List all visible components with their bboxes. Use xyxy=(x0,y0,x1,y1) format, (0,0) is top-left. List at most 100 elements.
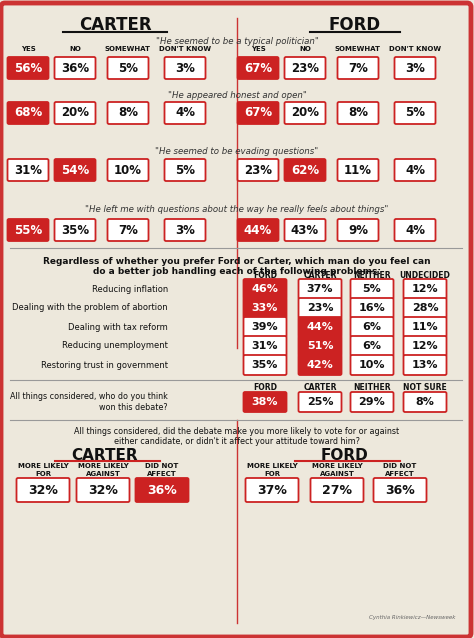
Text: 25%: 25% xyxy=(307,397,333,407)
Text: 44%: 44% xyxy=(244,223,272,237)
Text: 55%: 55% xyxy=(14,223,42,237)
Text: CARTER: CARTER xyxy=(72,447,138,463)
Text: 36%: 36% xyxy=(385,484,415,496)
Text: 3%: 3% xyxy=(175,223,195,237)
FancyBboxPatch shape xyxy=(55,159,95,181)
Text: CARTER: CARTER xyxy=(303,383,337,392)
FancyBboxPatch shape xyxy=(164,159,206,181)
Text: Cynthia Rinkiewicz—Newsweek: Cynthia Rinkiewicz—Newsweek xyxy=(369,616,455,621)
Text: 7%: 7% xyxy=(348,61,368,75)
Text: 36%: 36% xyxy=(147,484,177,496)
Text: 67%: 67% xyxy=(244,61,272,75)
FancyBboxPatch shape xyxy=(394,102,436,124)
FancyBboxPatch shape xyxy=(337,159,379,181)
FancyBboxPatch shape xyxy=(244,279,286,299)
Text: NEITHER: NEITHER xyxy=(353,383,391,392)
FancyBboxPatch shape xyxy=(8,159,48,181)
FancyBboxPatch shape xyxy=(299,317,341,337)
FancyBboxPatch shape xyxy=(299,355,341,375)
Text: 36%: 36% xyxy=(61,61,89,75)
Text: "He appeared honest and open": "He appeared honest and open" xyxy=(168,91,306,100)
FancyBboxPatch shape xyxy=(299,298,341,318)
FancyBboxPatch shape xyxy=(108,219,148,241)
FancyBboxPatch shape xyxy=(8,57,48,79)
Text: All things considered, did the debate make you more likely to vote for or agains: All things considered, did the debate ma… xyxy=(74,427,400,447)
Text: DON'T KNOW: DON'T KNOW xyxy=(389,46,441,52)
FancyBboxPatch shape xyxy=(237,102,279,124)
Text: 37%: 37% xyxy=(307,284,333,294)
FancyBboxPatch shape xyxy=(299,279,341,299)
FancyBboxPatch shape xyxy=(374,478,427,502)
Text: 39%: 39% xyxy=(252,322,278,332)
Text: 68%: 68% xyxy=(14,107,42,119)
Text: 23%: 23% xyxy=(291,61,319,75)
Text: MORE LIKELY
FOR: MORE LIKELY FOR xyxy=(18,463,68,477)
Text: 31%: 31% xyxy=(14,163,42,177)
FancyBboxPatch shape xyxy=(350,279,393,299)
Text: 10%: 10% xyxy=(359,360,385,370)
Text: MORE LIKELY
FOR: MORE LIKELY FOR xyxy=(246,463,297,477)
Text: 54%: 54% xyxy=(61,163,89,177)
Text: DID NOT
AFFECT: DID NOT AFFECT xyxy=(383,463,417,477)
Text: NEITHER: NEITHER xyxy=(353,272,391,281)
FancyBboxPatch shape xyxy=(284,219,326,241)
Text: SOMEWHAT: SOMEWHAT xyxy=(105,46,151,52)
Text: FORD: FORD xyxy=(329,16,381,34)
Text: Regardless of whether you prefer Ford or Carter, which man do you feel can
do a : Regardless of whether you prefer Ford or… xyxy=(43,257,431,276)
Text: "He seemed to be a typical politician": "He seemed to be a typical politician" xyxy=(155,38,319,47)
Text: 23%: 23% xyxy=(307,303,333,313)
Text: 28%: 28% xyxy=(412,303,438,313)
Text: MORE LIKELY
AGAINST: MORE LIKELY AGAINST xyxy=(78,463,128,477)
FancyBboxPatch shape xyxy=(244,392,286,412)
Text: YES: YES xyxy=(21,46,36,52)
FancyBboxPatch shape xyxy=(55,57,95,79)
FancyBboxPatch shape xyxy=(350,336,393,356)
Text: 4%: 4% xyxy=(175,107,195,119)
Text: 10%: 10% xyxy=(114,163,142,177)
FancyBboxPatch shape xyxy=(299,392,341,412)
Text: 32%: 32% xyxy=(88,484,118,496)
FancyBboxPatch shape xyxy=(108,159,148,181)
FancyBboxPatch shape xyxy=(8,102,48,124)
Text: 67%: 67% xyxy=(244,107,272,119)
FancyBboxPatch shape xyxy=(164,219,206,241)
FancyBboxPatch shape xyxy=(246,478,299,502)
FancyBboxPatch shape xyxy=(403,279,447,299)
Text: 9%: 9% xyxy=(348,223,368,237)
Text: 12%: 12% xyxy=(412,341,438,351)
Text: Restoring trust in government: Restoring trust in government xyxy=(41,360,168,369)
Text: FORD: FORD xyxy=(321,447,369,463)
Text: All things considered, who do you think won this debate?: All things considered, who do you think … xyxy=(10,392,168,412)
FancyBboxPatch shape xyxy=(394,219,436,241)
Text: DID NOT
AFFECT: DID NOT AFFECT xyxy=(146,463,179,477)
FancyBboxPatch shape xyxy=(350,317,393,337)
Text: 3%: 3% xyxy=(175,61,195,75)
Text: 11%: 11% xyxy=(412,322,438,332)
FancyBboxPatch shape xyxy=(164,102,206,124)
Text: UNDECIDED: UNDECIDED xyxy=(400,272,450,281)
Text: 3%: 3% xyxy=(405,61,425,75)
FancyBboxPatch shape xyxy=(350,355,393,375)
Text: 31%: 31% xyxy=(252,341,278,351)
Text: 13%: 13% xyxy=(412,360,438,370)
FancyBboxPatch shape xyxy=(55,219,95,241)
FancyBboxPatch shape xyxy=(76,478,129,502)
Text: NO: NO xyxy=(299,46,311,52)
Text: YES: YES xyxy=(251,46,265,52)
Text: 5%: 5% xyxy=(363,284,382,294)
Text: MORE LIKELY
AGAINST: MORE LIKELY AGAINST xyxy=(311,463,363,477)
Text: Reducing inflation: Reducing inflation xyxy=(92,285,168,293)
Text: 6%: 6% xyxy=(363,322,382,332)
Text: Dealing with the problem of abortion: Dealing with the problem of abortion xyxy=(12,304,168,313)
Text: 62%: 62% xyxy=(291,163,319,177)
FancyBboxPatch shape xyxy=(244,298,286,318)
FancyBboxPatch shape xyxy=(244,355,286,375)
Text: 11%: 11% xyxy=(344,163,372,177)
FancyBboxPatch shape xyxy=(394,57,436,79)
FancyBboxPatch shape xyxy=(164,57,206,79)
FancyBboxPatch shape xyxy=(350,298,393,318)
Text: 23%: 23% xyxy=(244,163,272,177)
FancyBboxPatch shape xyxy=(394,159,436,181)
Text: 44%: 44% xyxy=(307,322,333,332)
FancyBboxPatch shape xyxy=(17,478,70,502)
